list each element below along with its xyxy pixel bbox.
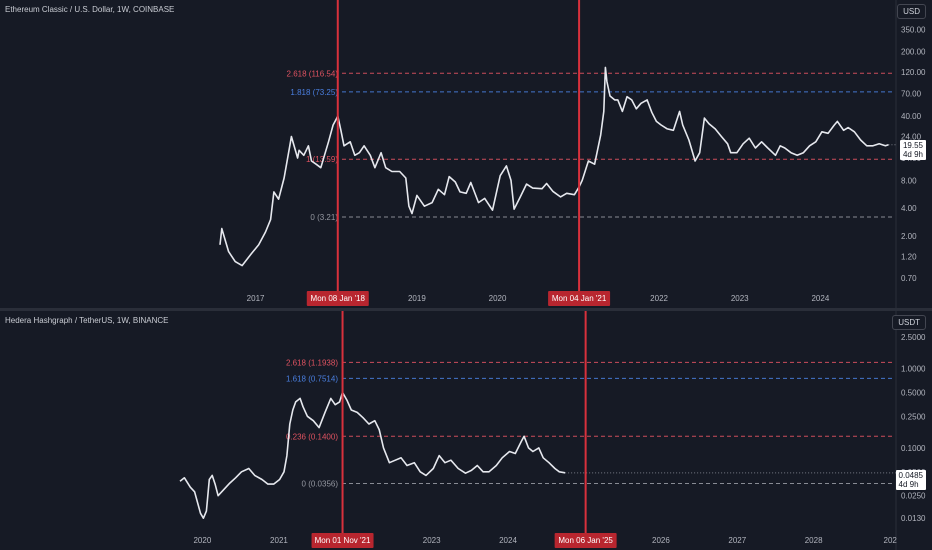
chart-legend-etc: Ethereum Classic / U.S. Dollar, 1W, COIN… bbox=[5, 5, 175, 14]
x-tick-label: 2022 bbox=[650, 294, 668, 303]
y-tick-label: 350.00 bbox=[901, 25, 926, 34]
y-tick-label: 1.0000 bbox=[901, 365, 926, 374]
last-price-value: 19.55 bbox=[902, 141, 923, 150]
last-price-tag-etc: 19.55 4d 9h bbox=[899, 140, 926, 160]
x-tick-label: 2017 bbox=[247, 294, 265, 303]
x-tick-label: 2020 bbox=[489, 294, 507, 303]
fib-level-label: 0 (0.0356) bbox=[302, 480, 339, 489]
price-series-line bbox=[179, 391, 566, 519]
y-tick-label: 200.00 bbox=[901, 48, 926, 57]
fib-level-label: 0 (3.21) bbox=[310, 213, 338, 222]
y-tick-label: 0.2500 bbox=[901, 412, 926, 421]
date-marker-label: Mon 08 Jan '18 bbox=[311, 294, 366, 303]
x-tick-label: 2026 bbox=[652, 536, 670, 545]
y-tick-label: 40.00 bbox=[901, 112, 922, 121]
etc-chart[interactable]: 350.00200.00120.0070.0040.0024.0014.008.… bbox=[0, 0, 932, 308]
y-tick-label: 0.70 bbox=[901, 274, 917, 283]
y-tick-label: 120.00 bbox=[901, 68, 926, 77]
fib-level-label: 2.618 (1.1938) bbox=[286, 358, 338, 367]
fib-level-label: 1 (13.59) bbox=[306, 155, 338, 164]
y-tick-label: 0.5000 bbox=[901, 388, 926, 397]
x-tick-label: 2019 bbox=[408, 294, 426, 303]
fib-level-label: 0.236 (0.1400) bbox=[286, 432, 338, 441]
chart-pane-hbar[interactable]: 2.50001.00000.50000.25000.10000.05000.02… bbox=[0, 311, 932, 550]
y-tick-label: 0.0130 bbox=[901, 514, 926, 523]
last-price-tag-hbar: 0.0485 4d 9h bbox=[895, 470, 926, 490]
x-tick-label: 2024 bbox=[811, 294, 829, 303]
y-tick-label: 0.0250 bbox=[901, 492, 926, 501]
pane-divider[interactable] bbox=[0, 308, 932, 311]
chart-pane-etc[interactable]: 350.00200.00120.0070.0040.0024.0014.008.… bbox=[0, 0, 932, 308]
date-marker-badge bbox=[306, 291, 369, 306]
bar-countdown: 4d 9h bbox=[902, 150, 923, 159]
y-tick-label: 70.00 bbox=[901, 90, 922, 99]
price-series-line bbox=[219, 66, 889, 267]
y-tick-label: 2.5000 bbox=[901, 333, 926, 342]
x-tick-label: 2027 bbox=[728, 536, 746, 545]
y-tick-label: 1.20 bbox=[901, 252, 917, 261]
currency-badge-hbar[interactable]: USDT bbox=[892, 315, 926, 330]
bar-countdown: 4d 9h bbox=[898, 480, 919, 489]
x-tick-label: 2028 bbox=[805, 536, 823, 545]
x-tick-label: 202 bbox=[884, 536, 898, 545]
x-tick-label: 2020 bbox=[193, 536, 211, 545]
y-tick-label: 0.1000 bbox=[901, 444, 926, 453]
fib-level-label: 1.618 (0.7514) bbox=[286, 374, 338, 383]
fib-level-label: 1.818 (73.25) bbox=[290, 88, 338, 97]
date-marker-badge bbox=[554, 533, 617, 548]
hbar-chart[interactable]: 2.50001.00000.50000.25000.10000.05000.02… bbox=[0, 311, 932, 550]
currency-badge-etc[interactable]: USD bbox=[897, 4, 926, 19]
last-price-value: 0.0485 bbox=[898, 471, 923, 480]
x-tick-label: 2023 bbox=[731, 294, 749, 303]
y-tick-label: 8.00 bbox=[901, 176, 917, 185]
date-marker-badge bbox=[548, 291, 611, 306]
fib-level-label: 2.618 (116.54) bbox=[287, 69, 339, 78]
x-tick-label: 2024 bbox=[499, 536, 517, 545]
date-marker-badge bbox=[311, 533, 374, 548]
date-marker-label: Mon 06 Jan '25 bbox=[558, 536, 613, 545]
y-tick-label: 24.00 bbox=[901, 132, 922, 141]
x-tick-label: 2021 bbox=[270, 536, 288, 545]
y-tick-label: 4.00 bbox=[901, 204, 917, 213]
date-marker-label: Mon 04 Jan '21 bbox=[552, 294, 607, 303]
date-marker-label: Mon 01 Nov '21 bbox=[315, 536, 371, 545]
chart-legend-hbar: Hedera Hashgraph / TetherUS, 1W, BINANCE bbox=[5, 316, 169, 325]
x-tick-label: 2023 bbox=[423, 536, 441, 545]
y-tick-label: 2.00 bbox=[901, 232, 917, 241]
